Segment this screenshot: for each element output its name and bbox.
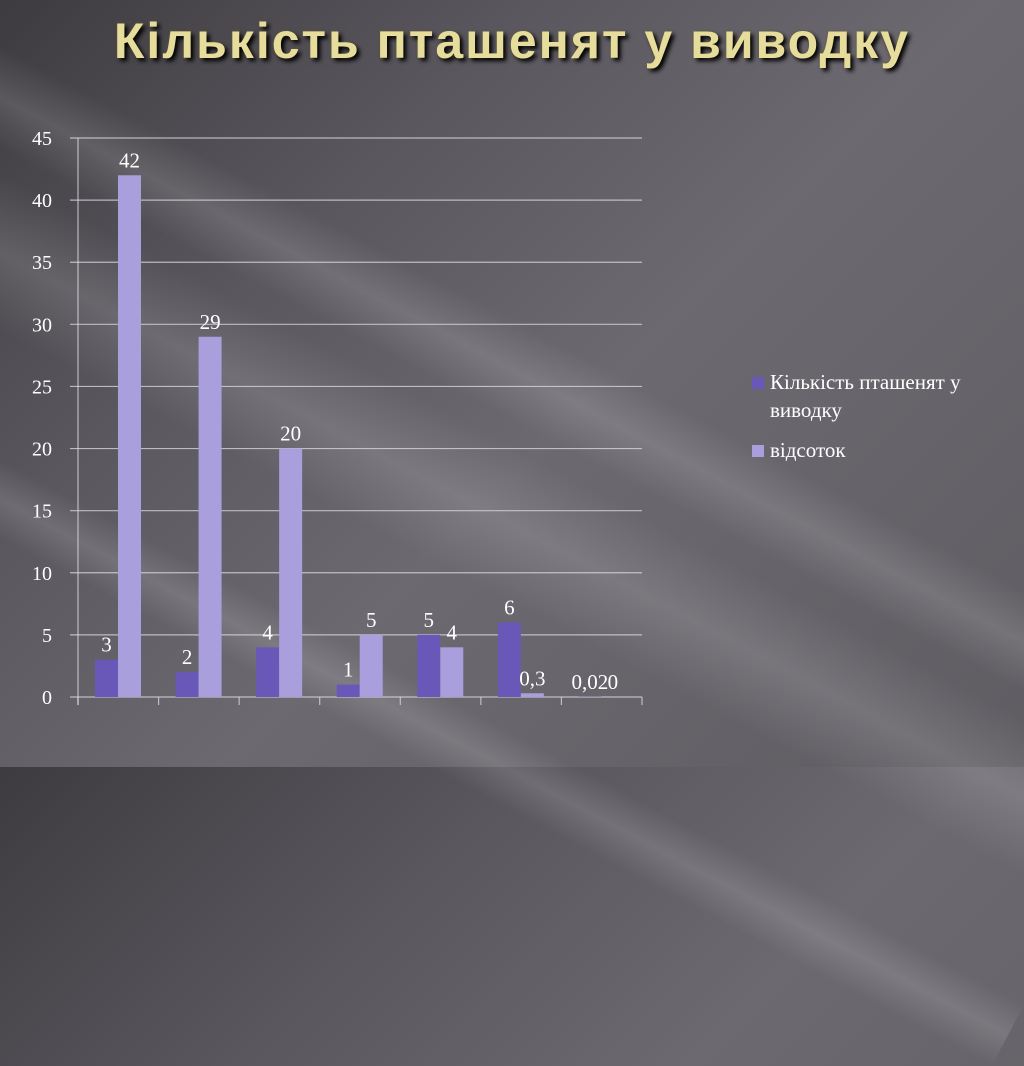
bar-series-1 <box>498 622 521 697</box>
y-tick-label: 25 <box>32 376 52 398</box>
bar-series-2 <box>360 635 383 697</box>
bar-series-2 <box>118 175 141 697</box>
data-label: 20 <box>280 422 301 446</box>
data-label: 29 <box>200 310 221 334</box>
y-tick-label: 15 <box>32 501 52 523</box>
bar-series-1 <box>337 685 360 697</box>
legend: Кількість пташенят у виводку відсоток <box>752 368 1022 476</box>
data-label: 4 <box>447 620 458 644</box>
y-tick-label: 30 <box>32 314 52 336</box>
data-label: 5 <box>366 608 377 632</box>
bar-series-2 <box>440 647 463 697</box>
data-label: 4 <box>262 620 273 644</box>
legend-item-series-1: Кількість пташенят у виводку <box>752 368 1022 424</box>
data-label: 1 <box>343 658 354 682</box>
bar-series-1 <box>176 672 199 697</box>
legend-swatch <box>752 377 764 389</box>
y-tick-label: 10 <box>32 563 52 585</box>
data-label: 0,02 <box>572 670 609 694</box>
y-tick-label: 5 <box>42 625 52 647</box>
bar-series-2 <box>521 693 544 697</box>
y-tick-label: 20 <box>32 439 52 461</box>
y-tick-label: 40 <box>32 190 52 212</box>
bar-series-2 <box>199 337 222 697</box>
y-tick-label: 35 <box>32 252 52 274</box>
bar-series-1 <box>95 660 118 697</box>
legend-label: Кількість пташенят у виводку <box>770 368 1022 424</box>
data-label: 6 <box>504 595 515 619</box>
data-label: 3 <box>101 633 112 657</box>
data-label: 0,3 <box>519 666 545 690</box>
data-label: 5 <box>424 608 435 632</box>
bar-series-2 <box>279 449 302 697</box>
legend-label: відсоток <box>770 436 846 464</box>
data-label: 0 <box>608 670 619 694</box>
data-label: 42 <box>119 148 140 172</box>
bar-series-1 <box>256 647 279 697</box>
legend-item-series-2: відсоток <box>752 436 1022 464</box>
y-tick-label: 0 <box>42 687 52 709</box>
bar-series-1 <box>417 635 440 697</box>
y-tick-label: 45 <box>32 128 52 150</box>
legend-swatch <box>752 445 764 457</box>
data-label: 2 <box>182 645 193 669</box>
